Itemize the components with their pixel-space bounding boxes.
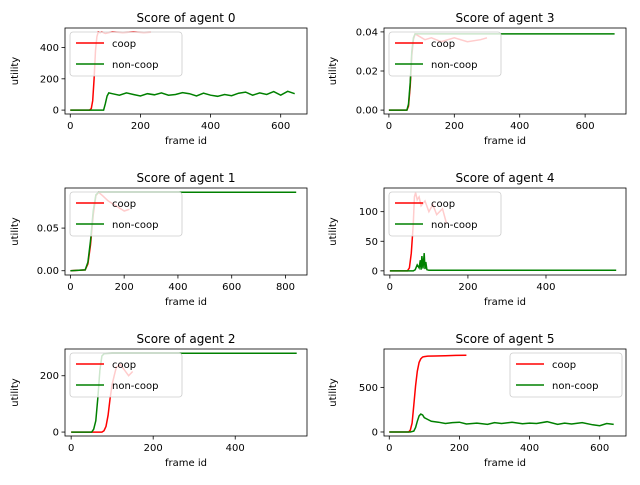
y-tick-label: 50 [365,237,378,248]
legend-label: non-coop [552,381,598,392]
y-axis-label: utility [10,217,21,246]
legend: coop non-coop [388,31,502,77]
legend-label: coop [431,39,455,50]
y-tick-label: 0.00 [356,106,378,117]
x-tick-label: 800 [276,282,295,293]
x-tick-label: 600 [271,121,290,132]
x-tick-label: 600 [222,282,241,293]
y-axis-label: utility [10,57,21,86]
chart-panel-3: 0 200 400 0 50 100 Score of agent 4 frame id uti… [328,171,627,308]
legend: coop non-coop [388,191,502,237]
x-tick-label: 200 [458,282,477,293]
y-tick-label: 200 [40,371,59,382]
x-axis-label: frame id [165,136,207,147]
x-tick-label: 200 [115,282,134,293]
x-tick-label: 200 [445,121,464,132]
y-tick-label: 400 [40,43,59,54]
legend: coop non-coop [69,31,183,77]
legend-label: coop [112,360,136,371]
x-axis-label: frame id [484,136,526,147]
chart-title: Score of agent 4 [456,171,555,185]
axes-frame [383,348,627,437]
axes-frame [64,348,308,437]
chart-panel-2: 0 200 400 600 800 0.00 0.05 Score of agent 1 fra… [10,171,308,308]
y-tick-label: 0 [372,427,378,438]
axes-frame [383,187,627,276]
chart-title: Score of agent 2 [137,332,236,346]
x-tick-label: 400 [510,121,529,132]
axes-frame [64,187,308,276]
series-line-non-coop [70,90,295,111]
x-tick-label: 400 [520,443,539,454]
legend-label: non-coop [112,381,158,392]
legend-label: non-coop [112,60,158,71]
x-tick-label: 0 [386,121,392,132]
y-tick-label: 200 [40,74,59,85]
legend: coop non-coop [69,352,183,398]
legend-label: non-coop [431,220,477,231]
y-tick-label: 0.05 [37,224,59,235]
x-tick-label: 0 [67,121,73,132]
x-tick-label: 200 [450,443,469,454]
y-axis-label: utility [328,57,339,86]
x-tick-label: 400 [168,282,187,293]
y-tick-label: 0.00 [37,266,59,277]
legend-label: coop [112,39,136,50]
y-tick-label: 0.02 [356,67,378,78]
chart-title: Score of agent 3 [456,11,555,25]
x-axis-label: frame id [484,297,526,308]
chart-panel-5: 0 200 400 600 0 500 Score of agent 5 frame id ut… [328,332,627,469]
y-axis-label: utility [328,378,339,407]
series-line-non-coop [389,253,617,272]
x-tick-label: 200 [131,121,150,132]
y-axis-label: utility [10,378,21,407]
x-tick-label: 0 [387,282,393,293]
legend: coop non-coop [509,352,623,398]
series-line-non-coop [389,413,614,433]
x-tick-label: 600 [590,443,609,454]
chart-panel-4: 0 200 400 0 200 Score of agent 2 frame id utili… [10,332,308,469]
x-tick-label: 400 [201,121,220,132]
chart-title: Score of agent 0 [137,11,236,25]
y-tick-label: 500 [359,383,378,394]
x-axis-label: frame id [165,297,207,308]
chart-title: Score of agent 5 [456,332,555,346]
legend-label: coop [552,360,576,371]
chart-title: Score of agent 1 [137,171,236,185]
legend: coop non-coop [69,191,183,237]
y-tick-label: 0.04 [356,27,378,38]
x-tick-label: 200 [144,443,163,454]
x-tick-label: 0 [67,282,73,293]
y-tick-label: 100 [359,207,378,218]
legend-label: non-coop [112,220,158,231]
chart-panel-1: 0 200 400 600 0.00 0.02 0.04 Score of agent 3 fr… [328,11,627,147]
legend-label: coop [431,199,455,210]
x-axis-label: frame id [484,458,526,469]
y-tick-label: 0 [53,106,59,117]
y-axis-label: utility [328,217,339,246]
chart-panel-0: 0 200 400 600 0 200 400 Score of agent 0 frame i… [10,11,308,147]
legend-label: coop [112,199,136,210]
x-tick-label: 600 [576,121,595,132]
y-tick-label: 0 [53,428,59,439]
x-tick-label: 400 [536,282,555,293]
axes-frame [64,27,308,115]
x-axis-label: frame id [165,458,207,469]
y-tick-label: 0 [372,266,378,277]
x-tick-label: 400 [226,443,245,454]
x-tick-label: 0 [68,443,74,454]
legend-label: non-coop [431,60,477,71]
series-line-coop [389,354,467,433]
x-tick-label: 0 [386,443,392,454]
